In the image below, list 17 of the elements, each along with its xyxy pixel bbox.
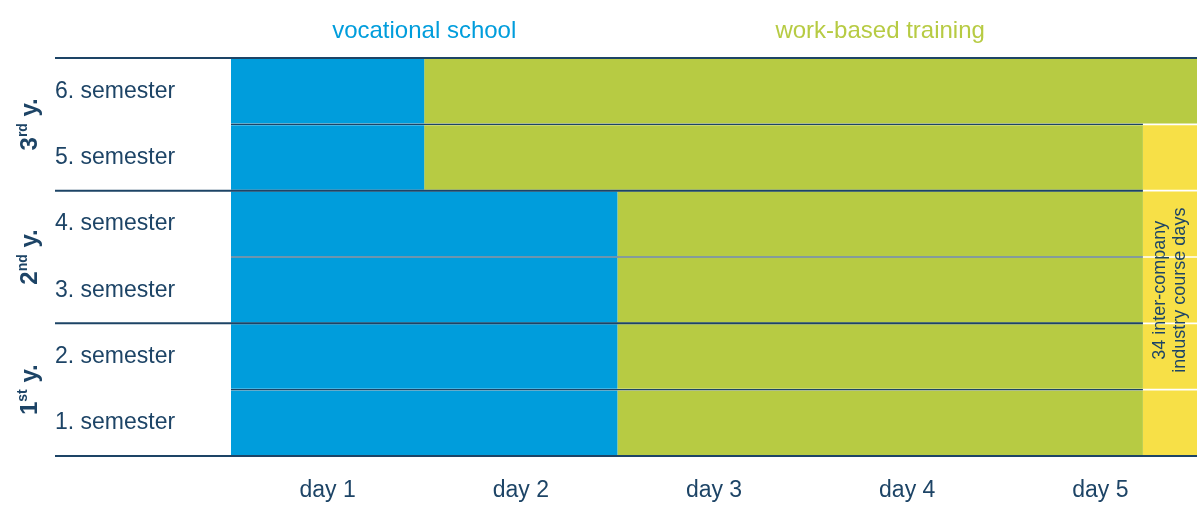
y-tick-label: 3. semester [55, 275, 176, 302]
y-tick-label: 5. semester [55, 142, 176, 169]
text: 1st y. [13, 364, 42, 416]
y-tick-label: 4. semester [55, 209, 176, 236]
text: day 4 [879, 476, 936, 503]
text: 3rd y. [13, 98, 42, 151]
series-label: vocational school [332, 15, 517, 43]
series-label: 34 inter-company industry course days [1148, 207, 1189, 373]
text: day 2 [492, 476, 549, 503]
y-tick-label: 1. semester [55, 408, 176, 435]
y-tick-label: 6. semester [55, 76, 176, 103]
text: day 5 [1072, 476, 1129, 503]
text: day 3 [685, 476, 743, 503]
text: day 1 [299, 476, 356, 503]
text: 2nd y. [13, 229, 42, 285]
y-tick-label: 2. semester [55, 341, 176, 368]
series-label: work-based training [774, 15, 985, 43]
